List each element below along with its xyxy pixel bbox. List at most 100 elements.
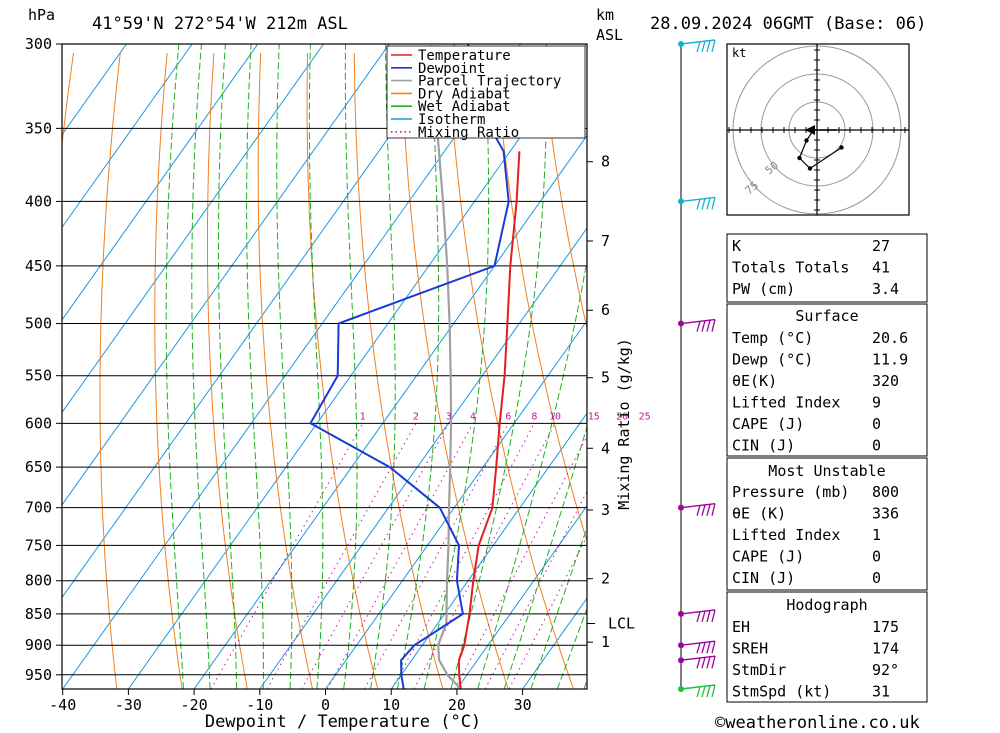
datetime-title: 28.09.2024 06GMT (Base: 06) <box>650 14 926 34</box>
pressure-tick-label: 350 <box>25 119 52 137</box>
isotherm-line <box>62 44 259 321</box>
index-label: Lifted Index <box>732 394 840 412</box>
wind-barb <box>678 196 716 210</box>
x-axis-label: Dewpoint / Temperature (°C) <box>205 712 481 732</box>
index-label: SREH <box>732 640 768 658</box>
wet-adiabat-line <box>218 44 238 689</box>
index-value: 3.4 <box>872 280 899 298</box>
wet-adiabat-line <box>450 44 548 689</box>
mixing-ratio-label: 1 <box>360 411 366 422</box>
index-value: 0 <box>872 415 881 433</box>
height-tick-label: 7 <box>601 232 610 250</box>
wet-adiabat-line <box>556 607 587 689</box>
wind-barb <box>678 640 716 654</box>
isotherm-line <box>193 134 587 689</box>
mixing-ratio-line <box>210 423 364 689</box>
height-tick-label: 1 <box>601 633 610 651</box>
hodograph-point <box>804 138 809 143</box>
index-value: 1 <box>872 526 881 544</box>
mixing-ratio-line <box>454 435 587 689</box>
index-value: 20.6 <box>872 329 908 347</box>
pressure-tick-label: 550 <box>25 367 52 385</box>
index-value: 0 <box>872 548 881 566</box>
dry-adiabat-line <box>963 53 1000 689</box>
index-label: CAPE (J) <box>732 415 804 433</box>
legend-entry: Parcel Trajectory <box>418 74 561 90</box>
index-value: 9 <box>872 394 881 412</box>
wet-adiabat-line <box>370 44 396 689</box>
surface-box <box>726 303 928 457</box>
pressure-tick-label: 900 <box>25 636 52 654</box>
mixing-ratio-line <box>364 423 509 689</box>
legend-entry: Temperature <box>418 48 511 64</box>
index-value: 31 <box>872 683 890 701</box>
index-value: 27 <box>872 237 890 255</box>
wet-adiabat-line <box>530 525 587 689</box>
index-value: 174 <box>872 640 899 658</box>
mixing-ratio-label: 20 <box>616 411 628 422</box>
mixing-ratio-label: 10 <box>549 411 561 422</box>
table-section-title: Most Unstable <box>768 462 885 480</box>
wet-adiabat-line <box>423 44 490 689</box>
pressure-tick-label: 750 <box>25 536 52 554</box>
index-value: 92° <box>872 661 899 679</box>
index-label: PW (cm) <box>732 280 795 298</box>
dry-adiabat-line <box>207 52 248 689</box>
wet-adiabat-line <box>503 424 587 689</box>
mixing-ratio-label: 3 <box>446 411 452 422</box>
pressure-tick-label: 850 <box>25 605 52 623</box>
wet-adiabat-line <box>165 44 184 689</box>
index-label: CIN (J) <box>732 569 795 587</box>
mixing-ratio-label: 25 <box>639 411 651 422</box>
wind-barb <box>678 609 716 623</box>
dry-adiabat-line <box>306 52 379 689</box>
x-tick-label: 10 <box>382 696 400 714</box>
index-value: 0 <box>872 437 881 455</box>
wet-adiabat-line <box>343 44 358 689</box>
copyright-footer: ©weatheronline.co.uk <box>715 713 920 733</box>
index-label: Dewp (°C) <box>732 351 813 369</box>
isotherm-line <box>62 44 193 229</box>
wet-adiabat-line <box>191 44 211 689</box>
isotherm-line <box>62 44 522 689</box>
x-tick-label: 30 <box>514 696 532 714</box>
hodograph-unit-label: kt <box>732 46 746 60</box>
wind-barb <box>678 684 716 698</box>
height-tick-label: 6 <box>601 301 610 319</box>
mixing-ratio-label: 8 <box>531 411 537 422</box>
hodograph-indices-box <box>726 591 928 703</box>
pressure-unit-label: hPa <box>28 6 55 24</box>
isotherm-line <box>62 44 456 599</box>
mixing-ratio-label: 6 <box>505 411 511 422</box>
hodograph-point <box>797 155 802 161</box>
legend-entry: Isotherm <box>418 112 485 128</box>
dry-adiabat-line <box>541 52 587 331</box>
wind-barb <box>678 655 716 669</box>
mixing-ratio-axis-label: Mixing Ratio (g/kg) <box>615 338 633 510</box>
x-tick-label: -20 <box>181 696 208 714</box>
wind-profile <box>678 39 716 698</box>
isotherm-line <box>62 44 390 506</box>
dry-adiabat-line <box>353 52 444 689</box>
hodograph-point <box>839 145 844 150</box>
index-value: 0 <box>872 569 881 587</box>
height-unit-label-km: km <box>596 6 614 24</box>
index-label: CIN (J) <box>732 437 795 455</box>
temperature-line <box>457 151 521 689</box>
legend-entry: Dewpoint <box>418 61 485 77</box>
wind-barb <box>678 318 716 332</box>
isotherm-line <box>456 504 587 689</box>
index-label: StmSpd (kt) <box>732 683 831 701</box>
pressure-tick-label: 950 <box>25 666 52 684</box>
table-section-title: Surface <box>795 307 858 325</box>
index-label: StmDir <box>732 661 786 679</box>
index-label: Pressure (mb) <box>732 483 849 501</box>
height-tick-label: 4 <box>601 439 610 457</box>
stability-indices-box <box>726 233 928 303</box>
mixing-ratio-label: 4 <box>470 411 476 422</box>
skewt-plot: 1 2 3 4 6 8 10 15 20 25 3003504004505005506006507… <box>25 35 1000 714</box>
dry-adiabat-line <box>154 52 183 689</box>
